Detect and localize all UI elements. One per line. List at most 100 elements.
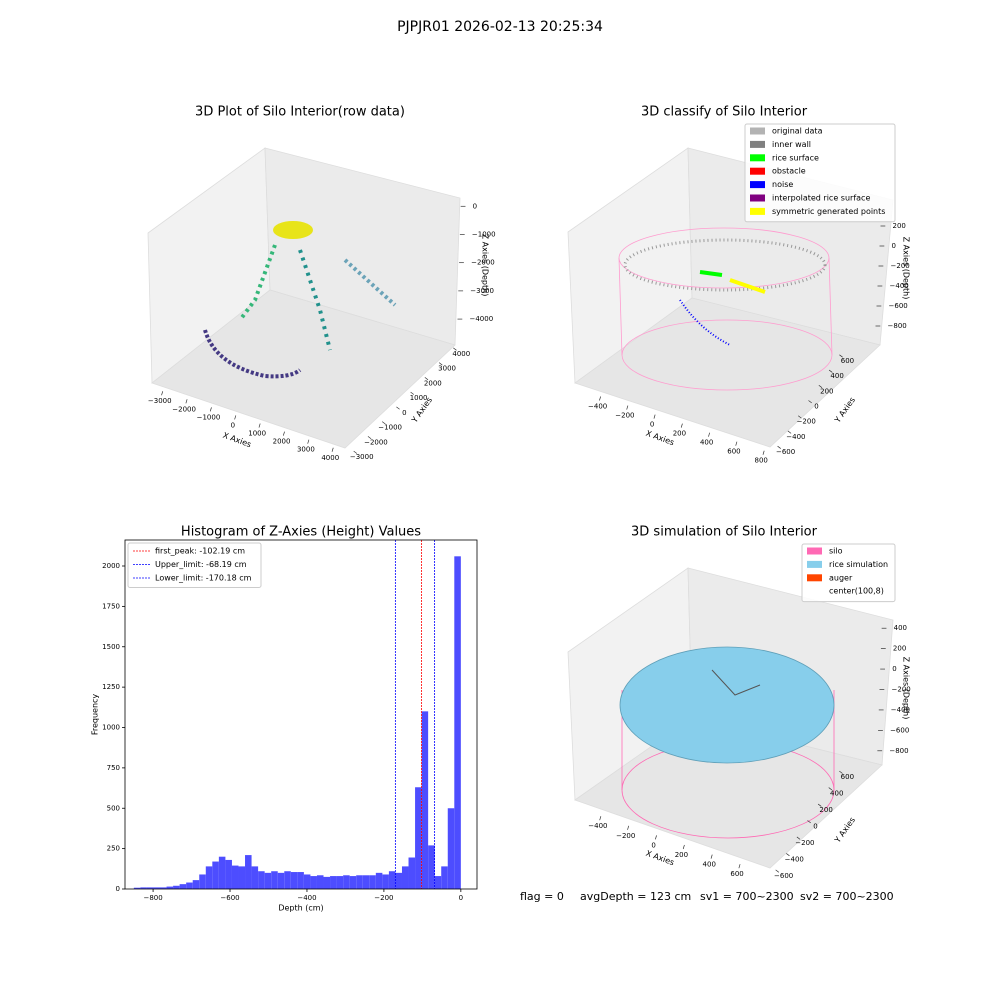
bar [146,887,154,889]
bar [290,872,298,889]
bar [166,886,174,889]
x-tick-label: 4000 [321,454,339,462]
z-tick-label: −400 [890,282,909,290]
y-tick-label: 1000 [102,724,120,732]
x-tick-label: −200 [615,412,634,420]
tick-mark [839,354,843,358]
y-tick-label: 2000 [424,379,442,387]
bar [428,845,435,889]
z-tick-label: 200 [893,222,906,230]
y-tick-label: 4000 [452,350,470,358]
tick-mark [209,407,212,412]
tick-mark [808,400,812,404]
bar [356,875,363,889]
legend-box [801,543,896,603]
bar [153,887,161,889]
tick-mark [797,415,802,419]
z-tick-label: −4000 [469,315,493,323]
legend-label: silo [829,547,843,556]
tick-mark [410,391,415,395]
bar [303,874,311,889]
tick-mark [367,436,372,440]
bar [264,872,272,889]
y-tick-label: −3000 [350,453,374,461]
legend-label: interpolated rice surface [772,194,870,203]
legend-box [127,542,262,588]
x-tick-label: −2000 [172,405,196,413]
tick-mark [828,787,833,791]
bar [415,787,422,889]
bar [218,856,226,889]
y-tick-label: 600 [841,773,854,781]
legend-swatch [750,140,765,148]
x-tick-label: −800 [143,894,162,902]
bar [140,887,147,889]
y-tick-label: 1250 [102,683,120,691]
tick-mark [653,414,656,419]
tick-mark [307,439,310,444]
y-tick-label: 250 [107,845,120,853]
bar [271,871,278,889]
bar [277,872,285,889]
x-tick-label: 1000 [248,430,266,438]
x-tick-label: −600 [220,894,239,902]
tick-mark [775,869,780,873]
z-tick-label: 0 [892,665,896,673]
legend-swatch [807,574,822,582]
z-tick-label: −800 [888,322,907,330]
panel-1-decor [203,221,397,379]
plot-frame [124,539,478,890]
tick-mark [283,431,285,436]
y-tick-label: 3000 [438,365,456,373]
bar [284,871,291,889]
y-tick-label: −200 [795,839,814,847]
legend-box [744,123,896,223]
bar [251,866,259,889]
bar [349,876,357,889]
bar [173,885,180,889]
tick-mark [762,450,765,455]
tick-mark [786,853,790,857]
legend-swatch [750,167,765,175]
tick-mark [626,405,629,410]
y-tick-label: −200 [797,418,816,426]
tick-mark [258,423,261,428]
bar [212,861,219,889]
tick-mark [396,406,400,410]
z-tick-label: 0 [473,202,477,210]
y-tick-label: 200 [820,387,833,395]
legend-swatch [750,181,765,189]
legend-label: center(100,8) [829,587,884,596]
x-tick-label: 0 [231,421,235,429]
bar [179,884,187,889]
x-tick-label: 0 [651,841,655,849]
y-tick-label: 200 [819,806,832,814]
legend-label: symmetric generated points [772,207,885,216]
x-tick-label: 2000 [273,438,291,446]
z-tick-label: −3000 [470,287,494,295]
bar [382,874,389,889]
bar [343,875,350,889]
tick-mark [828,369,833,373]
x-tick-label: −400 [588,822,607,830]
bar [245,855,252,889]
tick-mark [708,432,711,437]
legend-label: original data [772,127,823,136]
tick-mark [818,384,823,388]
bar [434,876,442,889]
bar [316,875,324,889]
legend-label: obstacle [772,167,806,176]
y-tick-label: 1750 [102,602,120,610]
legend-swatch [750,194,765,202]
x-tick-label: −1000 [197,413,221,421]
panel-4-decor [619,646,835,839]
footer-text: flag = 0 [520,890,564,903]
z-tick-label: 200 [893,645,906,653]
bar [369,875,376,889]
panel-2-decor [618,227,833,391]
z-tick-label: −600 [889,302,908,310]
z-tick-label: −1000 [472,230,496,238]
x-tick-label: 0 [650,421,654,429]
chart-title: Histogram of Z-Axies (Height) Values [181,525,421,540]
tick-mark [161,391,164,396]
